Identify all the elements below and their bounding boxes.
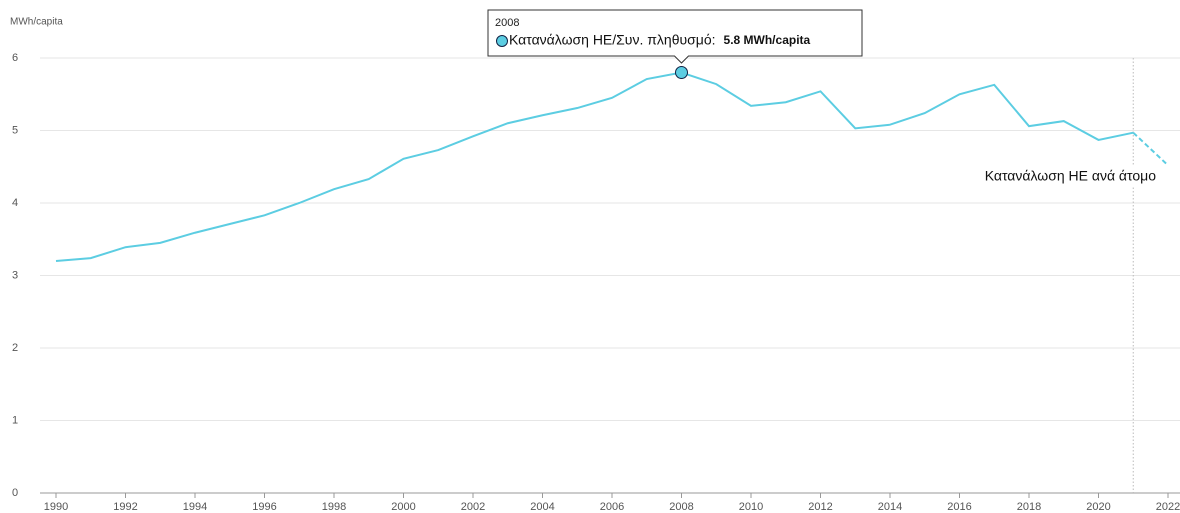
annotation-bg	[920, 166, 1160, 186]
x-tick-label: 2008	[669, 501, 693, 513]
x-tick-label: 2018	[1017, 501, 1041, 513]
tooltip-box	[487, 9, 863, 64]
x-tick-label: 2022	[1156, 501, 1180, 513]
x-tick-label: 1992	[113, 501, 137, 513]
series-label: Κατανάλωση ΗΕ ανά άτομο	[985, 168, 1157, 184]
y-tick-label: 2	[12, 342, 18, 354]
projection-segment	[1132, 131, 1169, 167]
tooltip: 2008 Κατανάλωση ΗΕ/Συν. πληθυσμό: 5.8 MWh/…	[487, 9, 863, 64]
y-tick-label: 0	[12, 487, 18, 499]
x-tick-label: 2000	[391, 501, 415, 513]
x-tick-label: 2020	[1086, 501, 1110, 513]
x-tick-label: 2010	[739, 501, 763, 513]
y-tick-label: 6	[12, 52, 18, 64]
y-tick-label: 1	[12, 414, 18, 426]
x-tick-label: 1998	[322, 501, 346, 513]
x-tick-label: 2004	[530, 501, 554, 513]
tooltip-label: Κατανάλωση ΗΕ/Συν. πληθυσμό:	[509, 32, 716, 48]
y-tick-label: 4	[12, 197, 18, 209]
x-tick-label: 2016	[947, 501, 971, 513]
x-tick-label: 1994	[183, 501, 207, 513]
series-line	[55, 71, 1134, 262]
y-tick-label: 5	[12, 124, 18, 136]
highlight-point	[675, 66, 688, 79]
x-tick-label: 1996	[252, 501, 276, 513]
y-axis-label: MWh/capita	[10, 17, 63, 28]
x-tick-label: 1990	[44, 501, 68, 513]
x-tick-label: 2014	[878, 501, 902, 513]
x-tick-label: 2012	[808, 501, 832, 513]
tooltip-swatch	[496, 35, 508, 47]
y-tick-label: 3	[12, 269, 18, 281]
tooltip-value: 5.8 MWh/capita	[724, 33, 811, 47]
tooltip-year: 2008	[495, 17, 519, 29]
x-tick-label: 2002	[461, 501, 485, 513]
x-tick-label: 2006	[600, 501, 624, 513]
